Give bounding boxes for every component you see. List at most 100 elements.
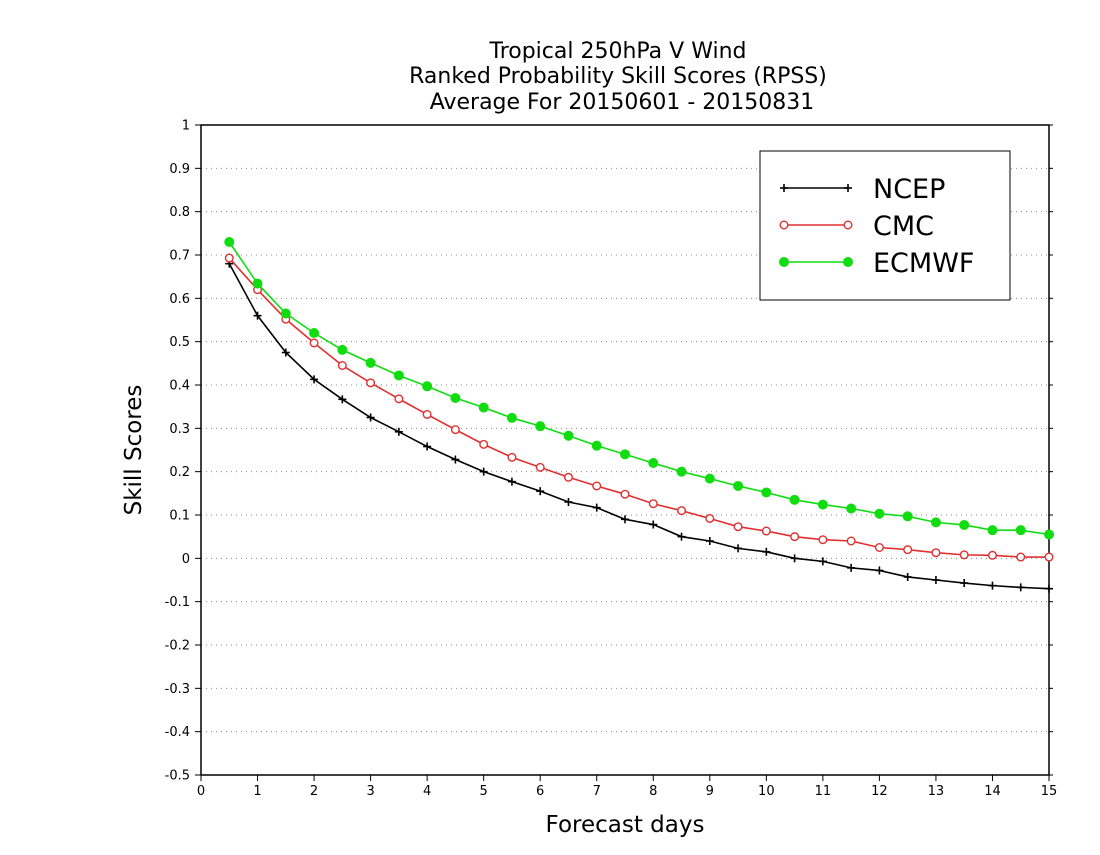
x-tick-label-12: 12 (871, 784, 888, 799)
x-tick-label-7: 7 (593, 784, 601, 799)
point-ecmwf-10 (506, 412, 517, 423)
point-ncep-10 (507, 477, 516, 486)
legend-marker-end-ncep (844, 184, 852, 192)
x-tick-label-6: 6 (536, 784, 544, 799)
y-tick-label-12: 0.7 (169, 249, 190, 264)
y-tick-label-14: 0.9 (169, 162, 190, 177)
point-ncep-17 (705, 537, 714, 545)
legend-marker-start-cmc (779, 220, 789, 230)
point-ncep-1 (253, 311, 262, 320)
point-cmc-10 (507, 452, 517, 462)
point-cmc-0 (224, 253, 234, 263)
legend-entries: NCEP CMC ECMWF (779, 174, 974, 279)
point-cmc-24 (903, 545, 913, 555)
x-axis-label: Forecast days (546, 812, 705, 838)
point-ecmwf-23 (874, 508, 885, 519)
point-cmc-29 (1044, 552, 1054, 562)
x-tick-label-10: 10 (758, 784, 775, 799)
point-ecmwf-7 (422, 381, 433, 392)
point-cmc-20 (790, 532, 800, 542)
chart-subtitle-line-2: Average For 20150601 - 20150831 (430, 90, 815, 115)
point-ncep-7 (423, 442, 432, 451)
point-cmc-13 (592, 481, 602, 491)
point-cmc-7 (422, 409, 432, 419)
point-cmc-8 (450, 425, 460, 435)
point-cmc-17 (705, 513, 715, 523)
point-ecmwf-20 (789, 494, 800, 505)
y-tick-label-1: -0.4 (165, 725, 190, 740)
point-cmc-28 (1016, 552, 1026, 562)
y-axis-label: Skill Scores (121, 385, 147, 516)
legend-item-cmc: CMC (779, 211, 934, 242)
point-ncep-19 (762, 547, 771, 556)
y-tick-label-8: 0.3 (169, 422, 190, 437)
point-cmc-9 (479, 439, 489, 449)
chart-subtitle-line-1: Ranked Probability Skill Scores (RPSS) (409, 64, 827, 89)
point-ecmwf-4 (337, 344, 348, 355)
series-layer (224, 237, 1054, 593)
legend-marker-start-ecmwf (779, 257, 789, 267)
y-tick-label-10: 0.5 (169, 335, 190, 350)
y-tick-label-11: 0.6 (169, 292, 190, 307)
point-cmc-6 (394, 394, 404, 404)
point-ncep-20 (790, 554, 799, 563)
x-tick-label-13: 13 (928, 784, 945, 799)
point-ncep-9 (479, 467, 488, 476)
point-ncep-13 (592, 503, 601, 512)
point-ecmwf-16 (676, 466, 687, 477)
legend-marker-start-ncep (780, 184, 788, 192)
y-tick-label-6: 0.1 (169, 509, 190, 524)
legend-marker-end-ecmwf (843, 257, 853, 267)
point-ecmwf-15 (648, 458, 659, 468)
y-tick-label-4: -0.1 (165, 595, 190, 610)
y-tick-label-9: 0.4 (169, 379, 190, 394)
point-cmc-16 (677, 506, 687, 516)
legend-label-cmc: CMC (873, 211, 934, 242)
point-ecmwf-26 (959, 519, 970, 530)
point-cmc-4 (337, 361, 347, 371)
point-ecmwf-8 (450, 393, 461, 403)
x-tick-label-3: 3 (366, 784, 374, 799)
point-ncep-27 (988, 581, 997, 590)
point-ncep-29 (1045, 584, 1053, 593)
x-tick-label-11: 11 (815, 784, 832, 799)
point-ncep-18 (734, 544, 743, 553)
point-cmc-15 (648, 499, 658, 509)
point-ecmwf-2 (280, 308, 291, 319)
x-tick-label-15: 15 (1041, 784, 1058, 799)
y-tick-label-13: 0.8 (169, 205, 190, 220)
point-ecmwf-5 (365, 357, 376, 368)
point-ecmwf-27 (987, 525, 998, 536)
point-ecmwf-21 (817, 499, 828, 510)
point-cmc-12 (563, 472, 573, 482)
x-tick-label-1: 1 (253, 784, 261, 799)
point-ecmwf-11 (535, 421, 546, 432)
point-cmc-22 (846, 536, 856, 546)
point-ncep-23 (875, 566, 884, 575)
x-tick-label-8: 8 (649, 784, 657, 799)
point-ecmwf-28 (1015, 525, 1026, 536)
point-cmc-26 (959, 550, 969, 560)
point-ecmwf-6 (393, 370, 404, 381)
point-cmc-21 (818, 535, 828, 545)
legend-item-ncep: NCEP (780, 174, 945, 205)
point-ecmwf-0 (224, 237, 235, 247)
point-cmc-23 (874, 543, 884, 553)
point-ncep-6 (394, 427, 403, 436)
point-ecmwf-17 (704, 473, 715, 484)
point-ecmwf-22 (846, 503, 857, 514)
series-line-ncep (228, 263, 1050, 590)
x-tick-label-9: 9 (706, 784, 714, 799)
point-cmc-3 (309, 338, 319, 348)
series-ncep (225, 259, 1053, 593)
axes-layer: -0.5 -0.4 -0.3 -0.2 -0.1 0 0.1 0.2 0.3 0.4 0.5 0.6 0… (165, 119, 1058, 800)
point-ecmwf-25 (930, 517, 941, 528)
point-ecmwf-24 (902, 511, 913, 522)
point-cmc-11 (535, 462, 545, 472)
y-tick-label-2: -0.3 (165, 682, 190, 697)
point-ncep-16 (677, 532, 686, 541)
point-ecmwf-18 (733, 480, 744, 491)
point-ecmwf-3 (309, 328, 320, 338)
point-ecmwf-1 (252, 278, 263, 289)
